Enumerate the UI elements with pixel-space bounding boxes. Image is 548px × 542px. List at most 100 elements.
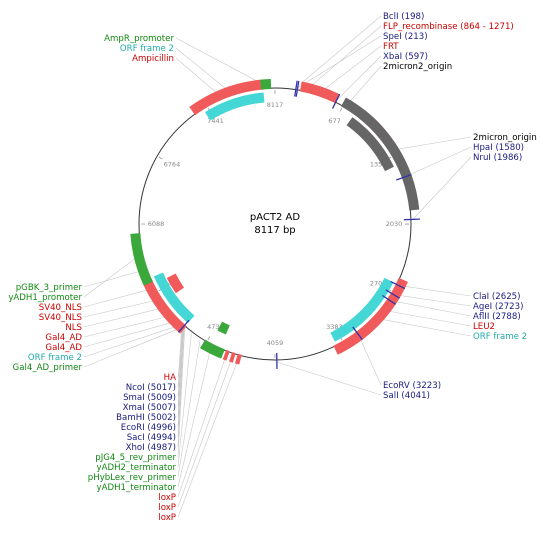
tick-mark <box>158 156 163 160</box>
feature-label: XbaI (597) <box>383 52 428 62</box>
leader-line <box>177 327 184 438</box>
feature-orf-frame-2-top <box>205 92 265 121</box>
feature-label: BamHI (5002) <box>116 413 176 423</box>
leader-line <box>175 57 222 98</box>
feature-gal4-ad <box>142 278 187 334</box>
feature-label: Gal4_AD_primer <box>13 363 83 373</box>
feature-label: loxP <box>158 513 176 523</box>
feature-adh1-promoter <box>130 233 153 286</box>
leader-line <box>83 288 154 308</box>
feature-label: Ampicillin <box>132 54 174 64</box>
leader-line <box>375 317 472 337</box>
feature-label: LEU2 <box>473 322 495 332</box>
leader-line <box>295 15 382 88</box>
tick-label: 4059 <box>267 339 284 347</box>
feature-label: NruI (1986) <box>473 153 522 163</box>
leader-line <box>345 65 382 106</box>
site-1580 <box>396 173 412 181</box>
leader-line <box>412 156 472 220</box>
feature-label: SalI (4041) <box>383 391 430 401</box>
leader-lines <box>83 15 472 518</box>
leader-line <box>177 357 240 518</box>
tick-label: 2705 <box>370 279 387 287</box>
leader-line <box>83 254 141 298</box>
site-213 <box>295 80 300 97</box>
leader-line <box>83 299 160 318</box>
feature-loxp-3 <box>222 349 230 361</box>
tick-label: 1354 <box>370 161 387 169</box>
leader-line <box>177 326 183 408</box>
feature-label: XhoI (4987) <box>126 443 176 453</box>
feature-label: ORF frame 2 <box>120 44 174 54</box>
feature-frt <box>299 81 340 104</box>
feature-label: EcoRI (4996) <box>121 423 176 433</box>
backbone-circle <box>138 87 412 361</box>
leader-line <box>177 325 183 388</box>
leader-line <box>177 346 212 488</box>
leader-line <box>175 37 267 87</box>
site-5000 <box>177 319 190 333</box>
feature-label: yADH1_promoter <box>8 293 82 303</box>
leader-line <box>83 307 166 328</box>
feature-label: BclI (198) <box>383 12 424 22</box>
tick-mark <box>207 336 211 341</box>
feature-ha-tag <box>200 339 225 359</box>
feature-label: SV40_NLS <box>39 313 82 323</box>
leader-line <box>393 294 472 307</box>
feature-ampicillin <box>189 79 264 116</box>
feature-orf-frame-2-right <box>330 277 394 342</box>
site-2788 <box>382 294 397 305</box>
tick-label: 8117 <box>267 101 284 109</box>
leader-line <box>382 309 472 327</box>
feature-label: ClaI (2625) <box>473 292 521 302</box>
feature-label: AmpR_promoter <box>104 34 174 44</box>
site-198 <box>294 80 298 97</box>
leader-line <box>177 353 228 498</box>
feature-adh-terminator <box>217 321 230 335</box>
feature-label: yADH2_terminator <box>97 463 177 473</box>
leader-line <box>389 300 472 317</box>
feature-label: EcoRV (3223) <box>383 381 441 391</box>
leader-line <box>336 55 382 101</box>
feature-label: loxP <box>158 493 176 503</box>
site-marks <box>177 80 420 369</box>
feature-label: SpeI (213) <box>383 32 428 42</box>
feature-label: NcoI (5017) <box>126 383 176 393</box>
feature-label: ORF frame 2 <box>28 353 82 363</box>
feature-leu2 <box>333 277 408 355</box>
leader-line <box>391 136 472 151</box>
feature-sv40-nls <box>166 273 185 294</box>
feature-label: AflII (2788) <box>473 312 521 322</box>
feature-label: pHybLex_rev_primer <box>88 473 177 483</box>
leader-line <box>276 361 382 396</box>
leader-line <box>83 315 172 338</box>
leader-line <box>357 334 382 386</box>
feature-label: SV40_NLS <box>39 303 82 313</box>
plasmid-name: pACT2 AD <box>250 212 300 223</box>
tick-label: 6764 <box>164 161 181 169</box>
plasmid-length: 8117 bp <box>254 225 295 236</box>
feature-label: Gal4_AD <box>45 343 82 353</box>
feature-label: HpaI (1580) <box>473 143 524 153</box>
feature-two-micron-origin-outer <box>340 97 420 211</box>
leader-line <box>398 285 472 297</box>
leader-line <box>83 326 184 368</box>
tick-label: 6088 <box>148 220 165 228</box>
leader-line <box>318 45 382 94</box>
leader-line <box>83 269 145 288</box>
leader-line <box>175 47 232 94</box>
feature-label: AgeI (2723) <box>473 302 523 312</box>
feature-loxp-1 <box>234 353 242 365</box>
leader-line <box>83 320 177 348</box>
site-3223 <box>352 326 363 341</box>
feature-label: pJG4_5_rev_primer <box>95 453 176 463</box>
leader-line <box>306 25 382 90</box>
feature-label: 2micron2_origin <box>383 62 452 72</box>
tick-label: 3383 <box>326 323 343 331</box>
leader-line <box>177 326 184 418</box>
leader-line <box>177 328 186 458</box>
leader-line <box>177 333 192 468</box>
site-2723 <box>385 289 400 299</box>
